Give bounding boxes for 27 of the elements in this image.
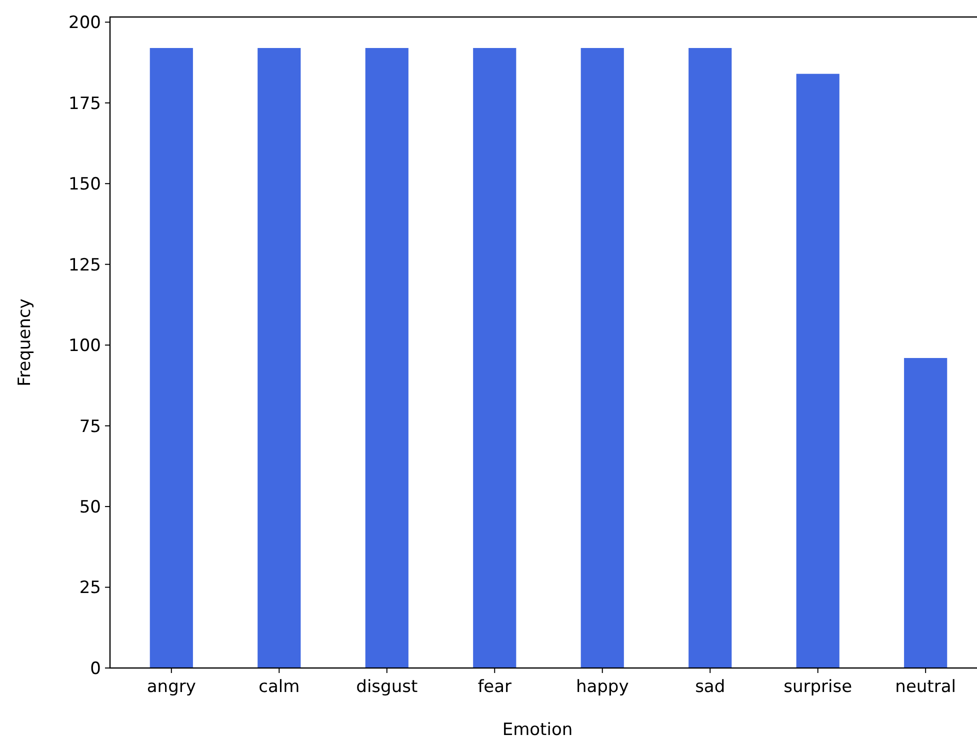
y-tick-label: 175 (68, 94, 101, 114)
y-tick-label: 75 (79, 416, 101, 437)
y-tick-label: 200 (68, 13, 101, 34)
bar (258, 48, 301, 668)
x-tick-label: fear (478, 677, 512, 697)
bar (473, 48, 516, 668)
bar (688, 48, 732, 668)
bar (150, 48, 193, 668)
y-tick-label: 150 (68, 174, 101, 195)
bar (580, 48, 624, 668)
x-tick-label: surprise (784, 677, 852, 697)
y-tick-label: 100 (68, 336, 101, 356)
bar (796, 74, 840, 668)
y-tick-label: 0 (90, 658, 101, 679)
y-tick-label: 25 (79, 578, 101, 598)
x-tick-label: disgust (356, 677, 418, 697)
x-tick-label: angry (146, 677, 196, 697)
x-tick-label: happy (576, 677, 629, 697)
y-tick-label: 125 (68, 255, 101, 276)
x-tick-label: sad (695, 677, 726, 697)
y-axis-title: Frequency (15, 298, 35, 386)
x-tick-label: calm (258, 677, 300, 697)
x-tick-label: neutral (895, 677, 956, 697)
bar (904, 358, 948, 668)
y-tick-label: 50 (79, 497, 101, 518)
bar (365, 48, 408, 668)
x-axis-title: Emotion (502, 720, 573, 740)
